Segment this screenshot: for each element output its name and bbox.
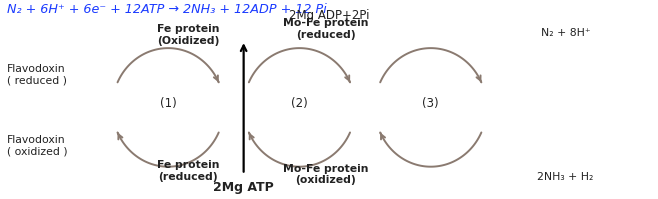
Text: Fe protein
(reduced): Fe protein (reduced): [157, 160, 219, 181]
Text: Mo-Fe protein
(reduced): Mo-Fe protein (reduced): [283, 19, 368, 40]
Text: Fe protein
(Oxidized): Fe protein (Oxidized): [157, 24, 219, 46]
Text: 2NH₃ + H₂: 2NH₃ + H₂: [537, 172, 594, 181]
Text: N₂ + 6H⁺ + 6e⁻ + 12ATP → 2NH₃ + 12ADP + 12 Pi: N₂ + 6H⁺ + 6e⁻ + 12ATP → 2NH₃ + 12ADP + …: [7, 3, 327, 16]
Text: (1): (1): [160, 97, 176, 110]
Text: (2): (2): [291, 97, 308, 110]
Text: Mo-Fe protein
(oxidized): Mo-Fe protein (oxidized): [283, 164, 368, 185]
Text: N₂ + 8H⁺: N₂ + 8H⁺: [541, 28, 590, 38]
Text: Flavodoxin
( oxidized ): Flavodoxin ( oxidized ): [7, 135, 68, 157]
Text: 2Mg ATP: 2Mg ATP: [213, 181, 274, 194]
Text: 2Mg ADP+2Pi: 2Mg ADP+2Pi: [289, 9, 369, 22]
Text: Flavodoxin
( reduced ): Flavodoxin ( reduced ): [7, 64, 67, 86]
Text: (3): (3): [422, 97, 439, 110]
